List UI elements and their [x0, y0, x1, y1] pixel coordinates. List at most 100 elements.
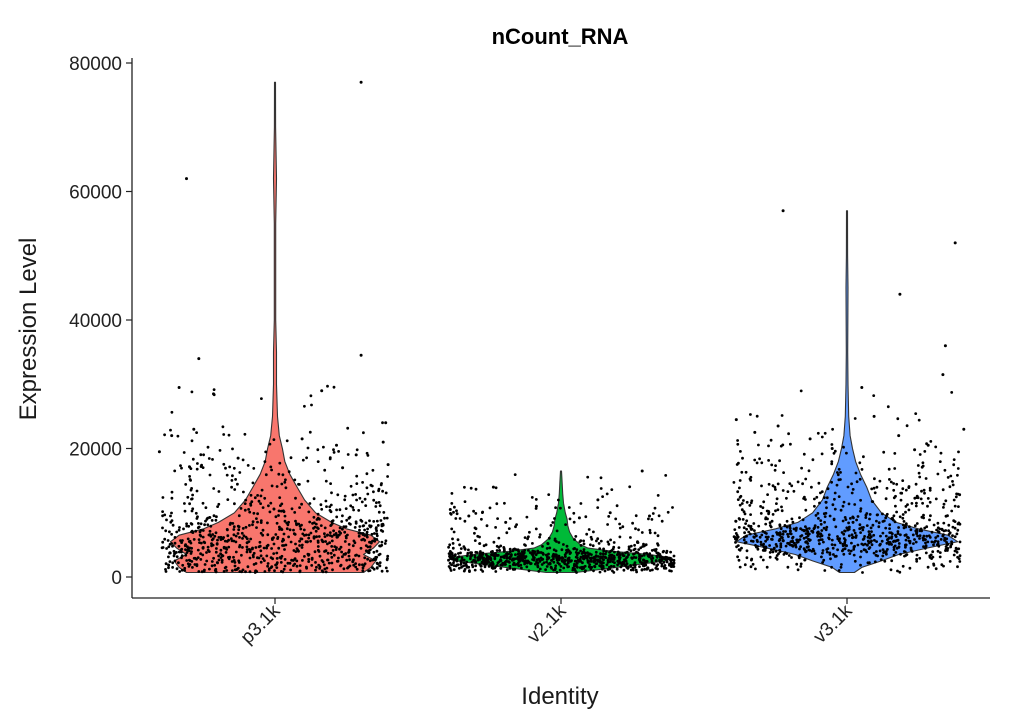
data-point	[237, 528, 241, 532]
data-point	[937, 544, 941, 548]
data-point	[233, 488, 237, 491]
data-point	[316, 516, 320, 520]
data-point	[525, 515, 529, 519]
data-point	[196, 556, 200, 559]
data-point	[309, 539, 312, 543]
data-point	[529, 562, 533, 565]
data-point	[887, 540, 890, 544]
data-point	[508, 555, 512, 559]
data-point	[893, 452, 897, 455]
data-point	[270, 547, 273, 550]
data-point	[896, 417, 900, 421]
data-point	[255, 526, 258, 529]
data-point	[589, 543, 592, 547]
data-point	[270, 537, 274, 540]
data-point	[499, 558, 502, 562]
data-point	[245, 548, 249, 551]
data-point	[781, 532, 785, 536]
data-point	[262, 546, 266, 550]
data-point	[307, 536, 311, 540]
data-point	[178, 570, 182, 573]
data-point	[932, 562, 935, 566]
data-point	[882, 450, 886, 454]
data-point	[195, 467, 199, 471]
data-point	[326, 542, 329, 546]
data-point	[289, 456, 293, 460]
data-point	[274, 515, 278, 519]
data-point	[784, 544, 788, 548]
data-point	[179, 464, 182, 467]
data-point	[778, 550, 782, 554]
data-point	[175, 567, 179, 571]
data-point	[366, 454, 370, 457]
data-point	[325, 566, 329, 570]
data-point	[250, 500, 254, 504]
data-point	[658, 556, 662, 559]
data-point	[948, 485, 952, 489]
violin-group-v2.1k	[447, 469, 676, 574]
data-point	[816, 431, 820, 435]
data-point	[574, 551, 578, 554]
data-point	[931, 555, 935, 559]
data-point	[368, 519, 371, 523]
data-point	[859, 555, 862, 559]
data-point	[560, 556, 564, 559]
data-point-outlier	[648, 514, 651, 518]
data-point	[203, 523, 207, 527]
data-point	[173, 541, 177, 545]
data-point	[322, 563, 326, 567]
data-point	[750, 558, 753, 562]
data-point	[290, 558, 293, 562]
data-point	[957, 547, 961, 551]
x-axis-title: Identity	[521, 683, 598, 710]
data-point	[736, 439, 739, 442]
data-point	[830, 543, 834, 546]
data-point	[237, 514, 241, 518]
data-point	[614, 517, 618, 521]
data-point	[559, 506, 562, 510]
data-point	[245, 545, 249, 549]
data-point	[261, 528, 265, 532]
data-point	[450, 502, 454, 505]
data-point	[910, 550, 914, 553]
data-point	[916, 496, 920, 500]
data-point	[915, 522, 919, 525]
data-point	[798, 538, 802, 541]
data-point	[606, 523, 609, 526]
data-point	[452, 564, 456, 567]
data-point-outlier	[384, 421, 388, 425]
data-point	[796, 540, 800, 544]
data-point	[549, 524, 553, 527]
data-point	[768, 544, 771, 547]
data-point	[844, 518, 848, 521]
data-point	[954, 546, 958, 550]
data-point	[954, 495, 958, 499]
data-point	[940, 563, 944, 567]
data-point	[351, 559, 355, 562]
data-point	[205, 517, 209, 521]
data-point	[836, 471, 839, 474]
data-point	[817, 517, 820, 520]
data-point	[837, 495, 841, 498]
data-point	[934, 567, 938, 571]
data-point	[521, 551, 525, 555]
data-point	[197, 522, 200, 525]
data-point-outlier	[448, 508, 452, 511]
data-point	[884, 516, 888, 520]
data-point	[312, 536, 316, 540]
data-point	[316, 460, 320, 463]
data-point-outlier	[381, 440, 385, 444]
data-point	[571, 568, 575, 572]
data-point	[323, 532, 326, 536]
data-point	[802, 497, 805, 500]
data-point	[508, 564, 512, 568]
data-point	[790, 484, 794, 488]
data-point	[284, 478, 287, 482]
data-point	[787, 432, 790, 436]
data-point	[293, 511, 297, 514]
data-point	[847, 549, 851, 552]
data-point	[326, 558, 330, 562]
data-point	[366, 557, 369, 561]
data-point	[794, 543, 798, 547]
data-point	[530, 496, 534, 499]
